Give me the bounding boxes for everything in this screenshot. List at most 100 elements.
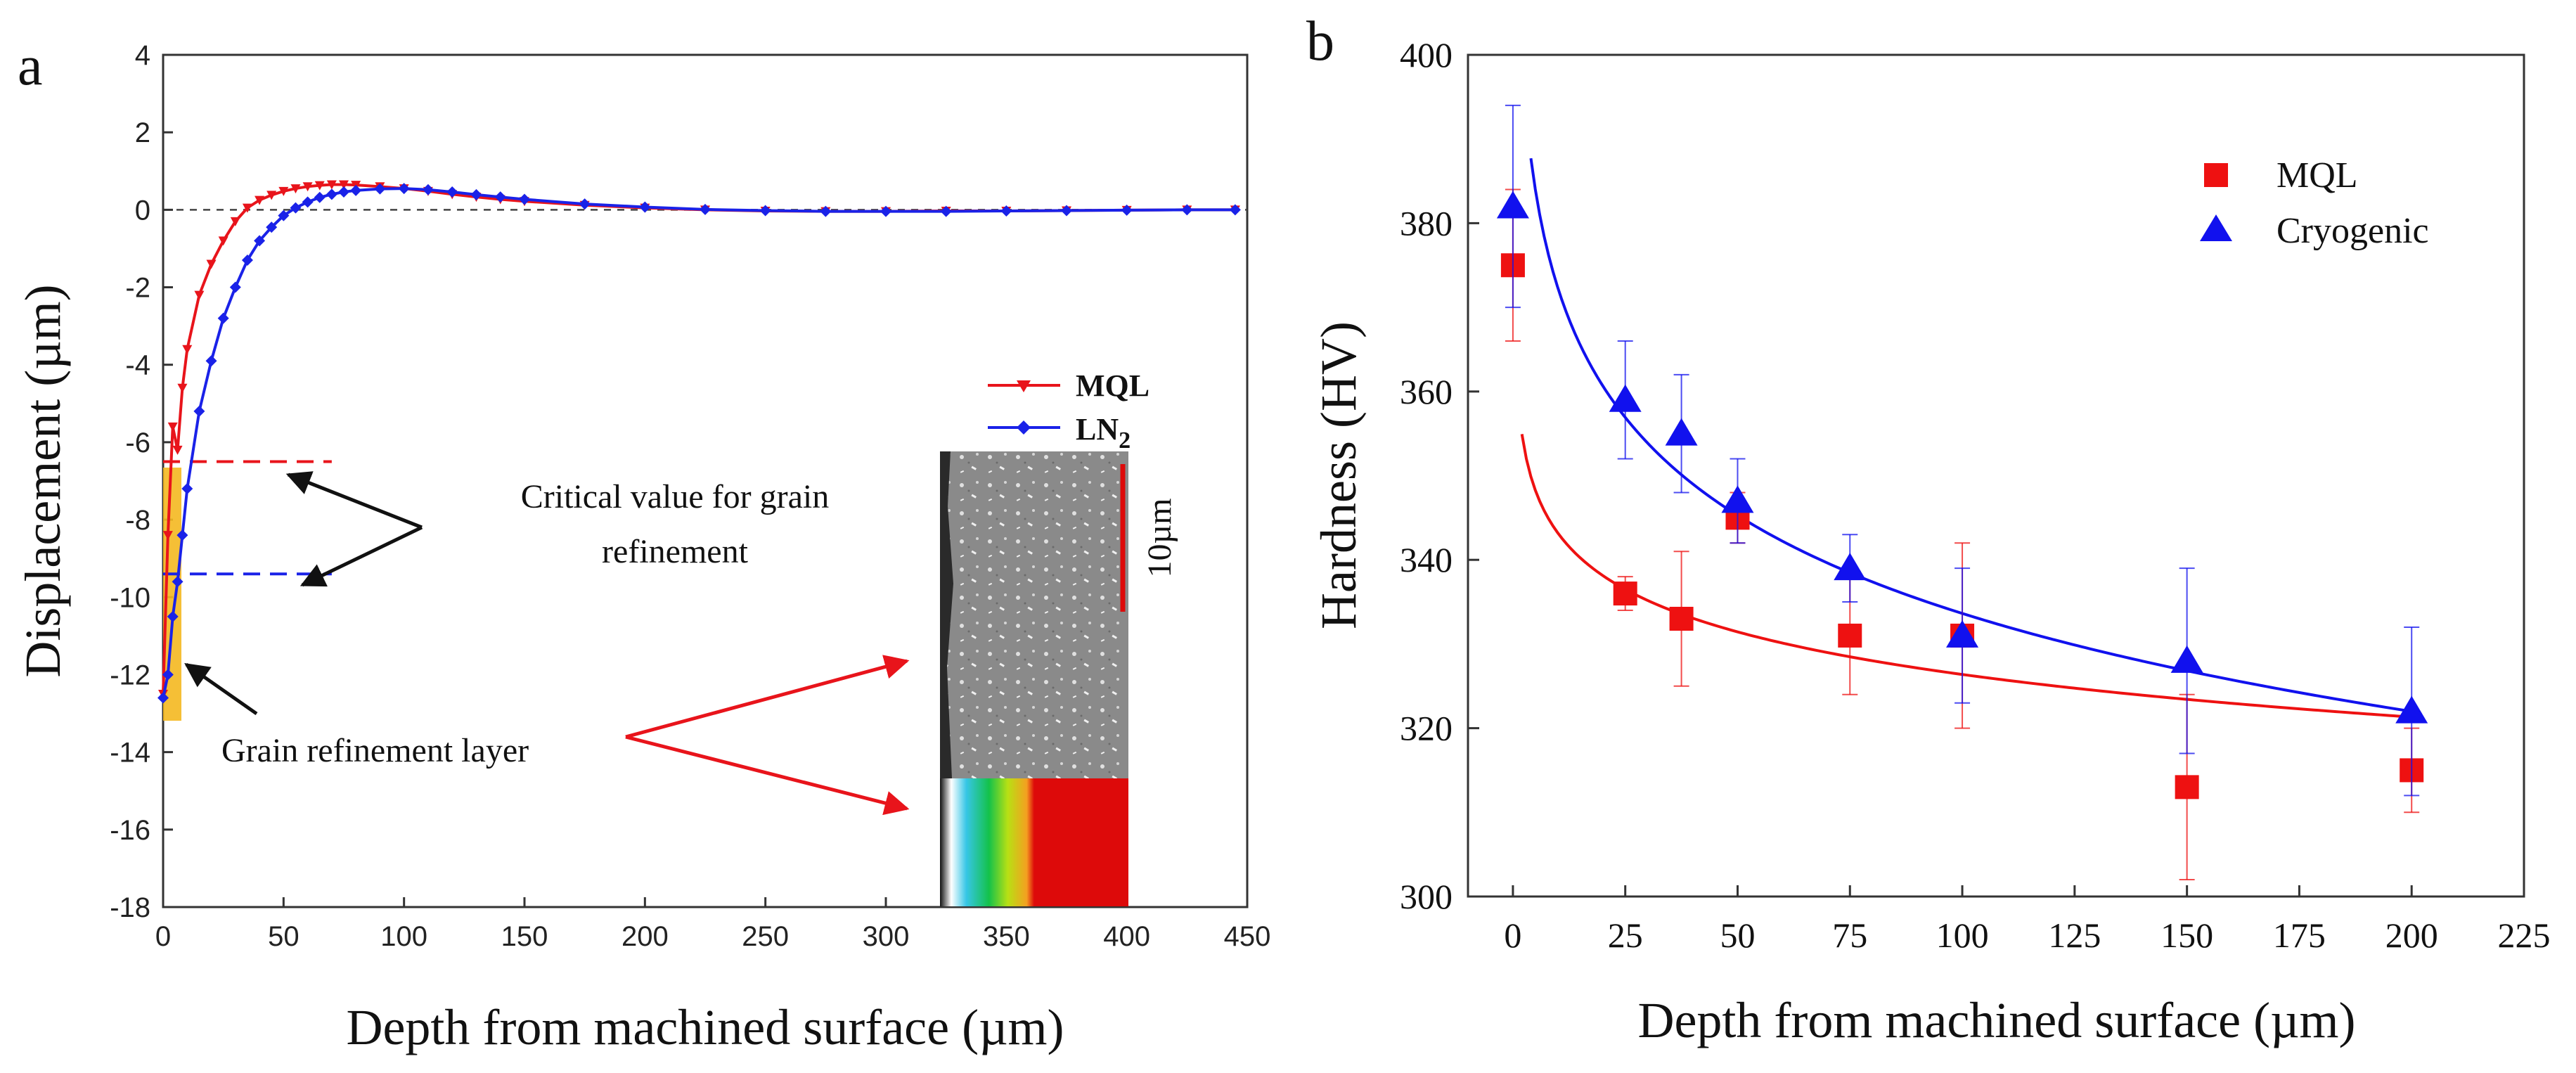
y-tick-label: 4 <box>135 40 150 71</box>
arrow-to-grain-layer <box>184 662 258 716</box>
x-tick-label: 125 <box>2048 915 2101 955</box>
y-tick-label: -6 <box>125 428 150 458</box>
legend-mql-marker <box>1017 380 1031 392</box>
data-point-mql <box>1613 582 1637 606</box>
x-tick-label: 450 <box>1224 921 1271 952</box>
grain-layer-label: Grain refinement layer <box>221 732 529 769</box>
data-point-mql <box>278 186 289 196</box>
y-tick-label: 2 <box>135 117 150 148</box>
x-tick-label: 50 <box>268 921 300 952</box>
data-point-mql <box>1838 623 1862 648</box>
critical-value-label-line2: refinement <box>602 533 749 570</box>
y-tick-label: -8 <box>125 505 150 536</box>
x-tick-label: 100 <box>380 921 427 952</box>
data-point-mql <box>290 184 301 194</box>
data-point-ln2 <box>229 281 241 293</box>
critical-value-label-line1: Critical value for grain <box>521 478 830 515</box>
data-point-ln2 <box>1181 204 1193 216</box>
y-tick-label: 400 <box>1400 35 1453 75</box>
x-tick-label: 75 <box>1832 915 1867 955</box>
panel-b-frame <box>1467 53 2525 898</box>
data-point-cryogenic <box>1834 553 1867 581</box>
data-point-ln2 <box>241 254 253 266</box>
data-point-mql <box>2175 775 2199 799</box>
x-tick-label: 300 <box>863 921 910 952</box>
data-point-mql <box>242 203 252 213</box>
data-point-ln2 <box>639 201 651 213</box>
data-point-ln2 <box>374 183 386 195</box>
x-tick-label: 350 <box>983 921 1030 952</box>
data-point-mql <box>194 290 205 300</box>
data-point-ln2 <box>1121 204 1133 216</box>
data-point-cryogenic <box>1946 619 1979 648</box>
legend-b-cryogenic-label: Cryogenic <box>2276 211 2429 251</box>
data-point-ln2 <box>820 205 832 217</box>
sem-micrograph-inset: 10µm <box>940 451 1178 906</box>
y-tick-label: 380 <box>1400 203 1453 243</box>
panel-a-letter: a <box>18 35 43 97</box>
data-point-cryogenic <box>2395 695 2428 724</box>
legend-ln2-label: LN2 <box>1076 412 1131 454</box>
panel-a-legend: MQL LN2 <box>988 368 1149 454</box>
data-point-mql <box>255 195 265 205</box>
x-tick-label: 0 <box>155 921 171 952</box>
x-tick-label: 100 <box>1936 915 1989 955</box>
data-point-mql <box>326 180 337 190</box>
data-point-mql <box>167 422 178 432</box>
data-point-mql <box>177 383 188 393</box>
x-tick-label: 200 <box>2385 915 2438 955</box>
panel-a: a 0 50 100 150 200 250 300 350 400 450 4 2 0 -2 -4 -6 -8… <box>15 35 1270 1055</box>
data-point-ln2 <box>338 186 349 198</box>
y-tick-label: -2 <box>125 273 150 304</box>
y-tick-label: 340 <box>1400 540 1453 579</box>
x-tick-label: 225 <box>2498 915 2551 955</box>
data-point-ln2 <box>1229 204 1241 216</box>
fit-curve-cryogenic <box>1529 158 2412 713</box>
data-point-mql <box>266 191 277 200</box>
x-tick-label: 150 <box>2160 915 2213 955</box>
data-point-ln2 <box>1061 205 1072 217</box>
data-point-ln2 <box>205 355 217 367</box>
sem-image <box>940 451 1128 778</box>
x-tick-label: 150 <box>501 921 548 952</box>
data-point-ln2 <box>181 483 193 495</box>
x-tick-label: 250 <box>742 921 789 952</box>
data-point-ln2 <box>176 529 188 541</box>
y-tick-label: -16 <box>110 815 150 846</box>
data-point-ln2 <box>290 202 302 214</box>
red-arrow-to-sem <box>625 655 910 739</box>
panel-a-ticks: 0 50 100 150 200 250 300 350 400 450 4 2 0 -2 -4 -6 -8 -1… <box>110 40 1270 952</box>
data-point-cryogenic <box>1609 384 1642 412</box>
data-point-mql <box>314 181 325 191</box>
legend-b-mql-label: MQL <box>2276 155 2358 195</box>
data-point-ln2 <box>326 188 337 200</box>
data-point-ln2 <box>217 312 229 324</box>
data-point-cryogenic <box>1721 485 1754 513</box>
data-point-ln2 <box>157 692 169 704</box>
legend-mql-label: MQL <box>1076 368 1149 403</box>
data-point-ln2 <box>519 193 530 205</box>
y-tick-label: -18 <box>110 892 150 923</box>
legend-ln2-label-main: LN <box>1076 412 1119 446</box>
data-point-ln2 <box>446 186 458 198</box>
legend-mql-square <box>2204 163 2228 187</box>
data-point-cryogenic <box>1496 191 1529 219</box>
y-tick-label: -10 <box>110 582 150 613</box>
data-point-ln2 <box>579 198 591 210</box>
scale-bar-label: 10µm <box>1141 499 1178 578</box>
panel-b-legend: MQL Cryogenic <box>2200 155 2429 251</box>
y-tick-label: 0 <box>135 195 150 226</box>
panel-b-ticks: 0 25 50 75 100 125 150 175 200 225 300 320 340 360 380… <box>1400 35 2551 955</box>
x-tick-label: 175 <box>2273 915 2326 955</box>
data-point-mql <box>162 531 173 541</box>
data-point-ln2 <box>193 405 205 417</box>
panel-b-series <box>1496 104 2428 881</box>
y-tick-label: 320 <box>1400 709 1453 748</box>
data-point-ln2 <box>278 210 290 221</box>
y-tick-label: -12 <box>110 660 150 690</box>
data-point-mql <box>302 182 313 192</box>
x-tick-label: 400 <box>1103 921 1150 952</box>
panel-b-letter: b <box>1306 11 1334 72</box>
panel-a-ylabel: Displacement (µm) <box>15 284 71 677</box>
